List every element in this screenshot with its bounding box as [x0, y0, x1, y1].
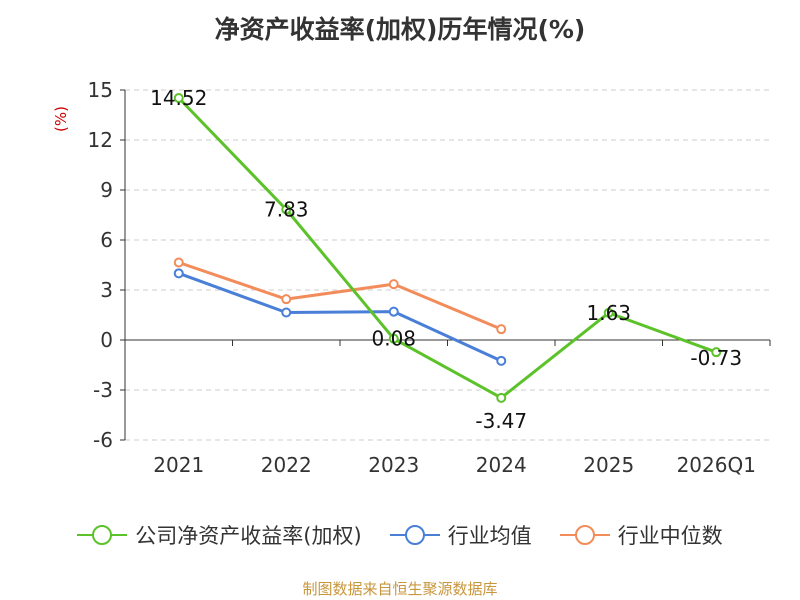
legend-item-company[interactable]: 公司净资产收益率(加权) — [77, 520, 362, 550]
y-tick-label: -6 — [93, 428, 113, 452]
data-source-note: 制图数据来自恒生聚源数据库 — [302, 580, 498, 598]
y-tick-label: -3 — [93, 378, 113, 402]
legend-label-company: 公司净资产收益率(加权) — [135, 524, 362, 548]
data-point — [388, 333, 399, 344]
x-tick-label: 2023 — [368, 453, 419, 477]
legend-marker-company — [77, 525, 128, 545]
legend-marker-industry-mean — [389, 525, 440, 545]
data-point — [603, 307, 614, 318]
series-line-0 — [177, 96, 717, 400]
data-point — [496, 392, 507, 403]
y-tick-label: 0 — [100, 328, 113, 352]
y-tick-label: 12 — [88, 128, 113, 152]
x-tick-label: 2026Q1 — [677, 453, 756, 477]
chart-title: 净资产收益率(加权)历年情况(%) — [214, 15, 586, 44]
data-point — [173, 93, 184, 103]
data-point — [281, 307, 292, 318]
data-point — [496, 324, 507, 335]
data-point — [173, 257, 184, 268]
data-label: 14.52 — [150, 86, 207, 110]
data-label: -0.73 — [690, 346, 742, 370]
legend-item-industry-median[interactable]: 行业中位数 — [559, 520, 723, 550]
x-tick-label: 2021 — [153, 453, 204, 477]
y-tick-label: 6 — [100, 228, 113, 252]
y-tick-label: 15 — [88, 78, 113, 102]
y-tick-label: 3 — [100, 278, 113, 302]
data-point — [388, 279, 399, 290]
legend-label-industry-mean: 行业均值 — [447, 524, 532, 548]
data-label: 1.63 — [586, 301, 631, 325]
data-label: -3.47 — [475, 409, 527, 433]
legend-label-industry-median: 行业中位数 — [617, 524, 723, 548]
legend-item-industry-mean[interactable]: 行业均值 — [389, 520, 532, 550]
data-point — [281, 204, 292, 215]
legend: 公司净资产收益率(加权) 行业均值 行业中位数 — [0, 520, 800, 550]
data-point — [388, 306, 399, 317]
x-tick-label: 2025 — [583, 453, 634, 477]
data-point — [173, 268, 184, 279]
series-line-1 — [178, 271, 502, 363]
x-tick-label: 2024 — [476, 453, 527, 477]
legend-marker-industry-median — [559, 525, 610, 545]
series-line-2 — [178, 261, 502, 331]
data-point — [711, 347, 722, 358]
y-tick-label: 9 — [100, 178, 113, 202]
data-point — [281, 294, 292, 305]
x-tick-label: 2022 — [261, 453, 312, 477]
data-label: 0.08 — [371, 327, 416, 351]
data-point — [496, 355, 507, 366]
data-label: 7.83 — [264, 198, 309, 222]
